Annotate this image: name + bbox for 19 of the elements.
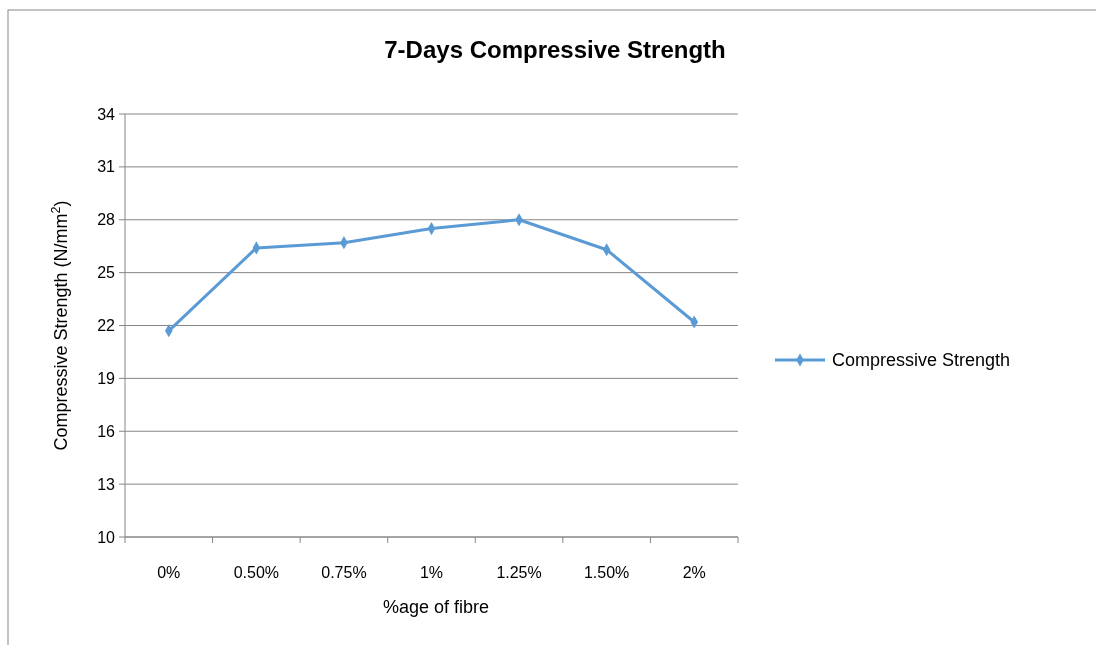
y-tick-label: 19	[97, 369, 116, 387]
y-tick-label: 31	[97, 158, 116, 176]
x-tick-label: 2%	[682, 564, 706, 581]
x-axis-title: %age of fibre	[382, 597, 490, 617]
y-tick-label: 16	[97, 422, 116, 440]
x-tick-label: 1%	[419, 564, 444, 581]
x-tick-label: 0.50%	[233, 564, 280, 581]
y-tick-label: 13	[97, 475, 116, 493]
y-tick-label: 25	[97, 264, 116, 282]
chart-title: 7-Days Compressive Strength	[384, 36, 726, 63]
y-tick-label: 22	[97, 317, 116, 335]
legend-label: Compressive Strength	[832, 350, 1011, 371]
x-tick-label: 1.25%	[496, 564, 542, 581]
x-tick-label: 0.75%	[321, 564, 367, 581]
x-tick-label: 1.50%	[583, 564, 630, 581]
y-tick-label: 28	[97, 211, 116, 229]
x-tick-label: 0%	[157, 564, 181, 581]
y-tick-label: 10	[97, 528, 116, 546]
y-tick-label: 34	[97, 105, 116, 123]
